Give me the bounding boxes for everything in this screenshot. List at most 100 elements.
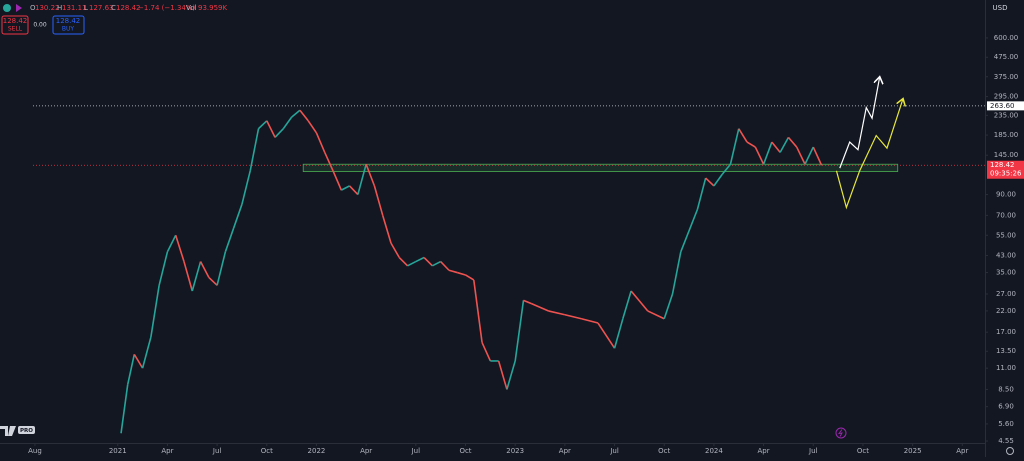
price-segment xyxy=(754,146,765,165)
price-segment xyxy=(315,132,326,153)
x-tick-label: Apr xyxy=(360,447,372,455)
buy-button[interactable] xyxy=(52,15,85,35)
logo-mark xyxy=(0,426,16,436)
status-icon[interactable] xyxy=(3,4,11,12)
y-tick-label: 13.50 xyxy=(996,347,1016,355)
x-tick-label: 2022 xyxy=(308,447,326,455)
y-tick-label: 600.00 xyxy=(994,34,1019,42)
price-segment xyxy=(465,274,475,281)
sell-price: 128.42 xyxy=(3,17,28,25)
y-tick-label: 11.00 xyxy=(996,364,1016,372)
x-tick-label: Apr xyxy=(758,447,770,455)
price-segment xyxy=(216,251,227,286)
legend-text: 131.11 xyxy=(62,4,87,12)
price-segment xyxy=(680,209,699,253)
legend-text: H xyxy=(57,4,62,12)
price-segment xyxy=(762,141,773,165)
price-segment xyxy=(729,128,740,165)
price-segment xyxy=(357,164,367,195)
price-segment xyxy=(390,242,400,258)
y-tick-label: 295.00 xyxy=(994,93,1019,101)
price-segment xyxy=(307,120,318,134)
x-tick-label: Oct xyxy=(459,447,471,455)
y-tick-label: 4.55 xyxy=(998,437,1014,445)
currency[interactable]: USD xyxy=(993,4,1008,12)
price-tag xyxy=(987,160,1024,179)
ohlc-legend: O 130.22H 131.11L 127.63C 128.42−1.74 (−1.34… xyxy=(30,4,227,12)
price-segment xyxy=(457,271,466,276)
price-segment xyxy=(622,290,632,320)
spread: 0.00 xyxy=(33,22,47,29)
price-tag-label: 263.60 xyxy=(990,102,1015,110)
x-tick-label: Oct xyxy=(261,447,273,455)
price-segment xyxy=(472,279,483,343)
legend-text: 93.959K xyxy=(198,4,227,12)
price-segment xyxy=(613,318,624,349)
logo-badge xyxy=(18,426,35,434)
price-segment xyxy=(440,260,450,271)
y-tick-label: 27.00 xyxy=(996,290,1016,298)
price-segment xyxy=(249,128,260,171)
price-segment xyxy=(746,141,756,148)
y-tick-label: 17.00 xyxy=(996,328,1016,336)
price-segment xyxy=(407,260,417,267)
price-segment xyxy=(224,227,235,253)
projection-line xyxy=(835,100,902,210)
x-tick-label: 2024 xyxy=(705,447,723,455)
price-segment xyxy=(795,146,806,165)
legend-text: 128.42 xyxy=(116,4,141,12)
price-segment xyxy=(423,256,433,267)
price-segment xyxy=(174,235,185,262)
x-tick-label: 2021 xyxy=(109,447,127,455)
price-segment xyxy=(448,269,458,274)
price-segment xyxy=(597,322,616,349)
price-segment xyxy=(126,354,136,385)
projection-line xyxy=(839,78,880,169)
price-segment xyxy=(282,116,293,130)
price-segment xyxy=(340,185,350,191)
x-tick-label: Apr xyxy=(161,447,173,455)
price-segment xyxy=(738,128,748,143)
price-segment xyxy=(663,293,674,320)
price-segment xyxy=(787,136,798,148)
price-segment xyxy=(514,300,525,362)
price-segment xyxy=(266,120,276,138)
price-segment xyxy=(141,336,152,369)
price-segment xyxy=(191,261,202,292)
x-tick-label: Jul xyxy=(808,447,818,455)
legend-text: C xyxy=(111,4,116,12)
price-segment xyxy=(432,260,442,267)
price-tag-label: 128.42 xyxy=(990,161,1015,169)
y-tick-label: 90.00 xyxy=(996,191,1016,199)
y-tick-label: 43.00 xyxy=(996,252,1016,260)
y-tick-label: 8.50 xyxy=(998,385,1014,393)
price-segment xyxy=(581,318,599,324)
logo-text: PRO xyxy=(20,428,33,434)
price-segment xyxy=(158,251,169,286)
x-tick-label: Oct xyxy=(857,447,869,455)
price-segment xyxy=(257,120,268,130)
price-segment xyxy=(523,299,533,305)
x-tick-label: 2025 xyxy=(904,447,922,455)
legend-text: L xyxy=(84,4,88,12)
symbol-icon[interactable] xyxy=(16,4,22,12)
price-segment xyxy=(208,276,218,286)
price-segment xyxy=(779,136,790,153)
price-segment xyxy=(497,360,508,390)
price-segment xyxy=(199,261,210,278)
support-zone xyxy=(302,163,899,172)
event-icon[interactable] xyxy=(835,427,847,439)
x-tick-label: Jul xyxy=(609,447,619,455)
price-segment xyxy=(506,360,516,390)
price-segment xyxy=(398,256,409,267)
price-segment xyxy=(274,128,284,138)
y-tick-label: 185.00 xyxy=(994,131,1019,139)
sell-button[interactable] xyxy=(1,15,29,35)
buy-price: 128.42 xyxy=(56,17,81,25)
price-segment xyxy=(548,310,566,316)
price-segment xyxy=(804,146,814,165)
settings-icon[interactable] xyxy=(1006,447,1014,455)
countdown: 09:35:26 xyxy=(990,170,1022,178)
x-tick-label: Aug xyxy=(28,447,42,455)
